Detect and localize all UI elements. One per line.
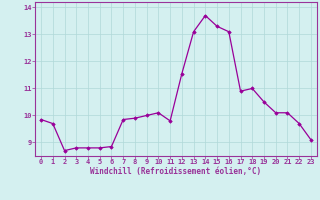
X-axis label: Windchill (Refroidissement éolien,°C): Windchill (Refroidissement éolien,°C) bbox=[91, 167, 261, 176]
